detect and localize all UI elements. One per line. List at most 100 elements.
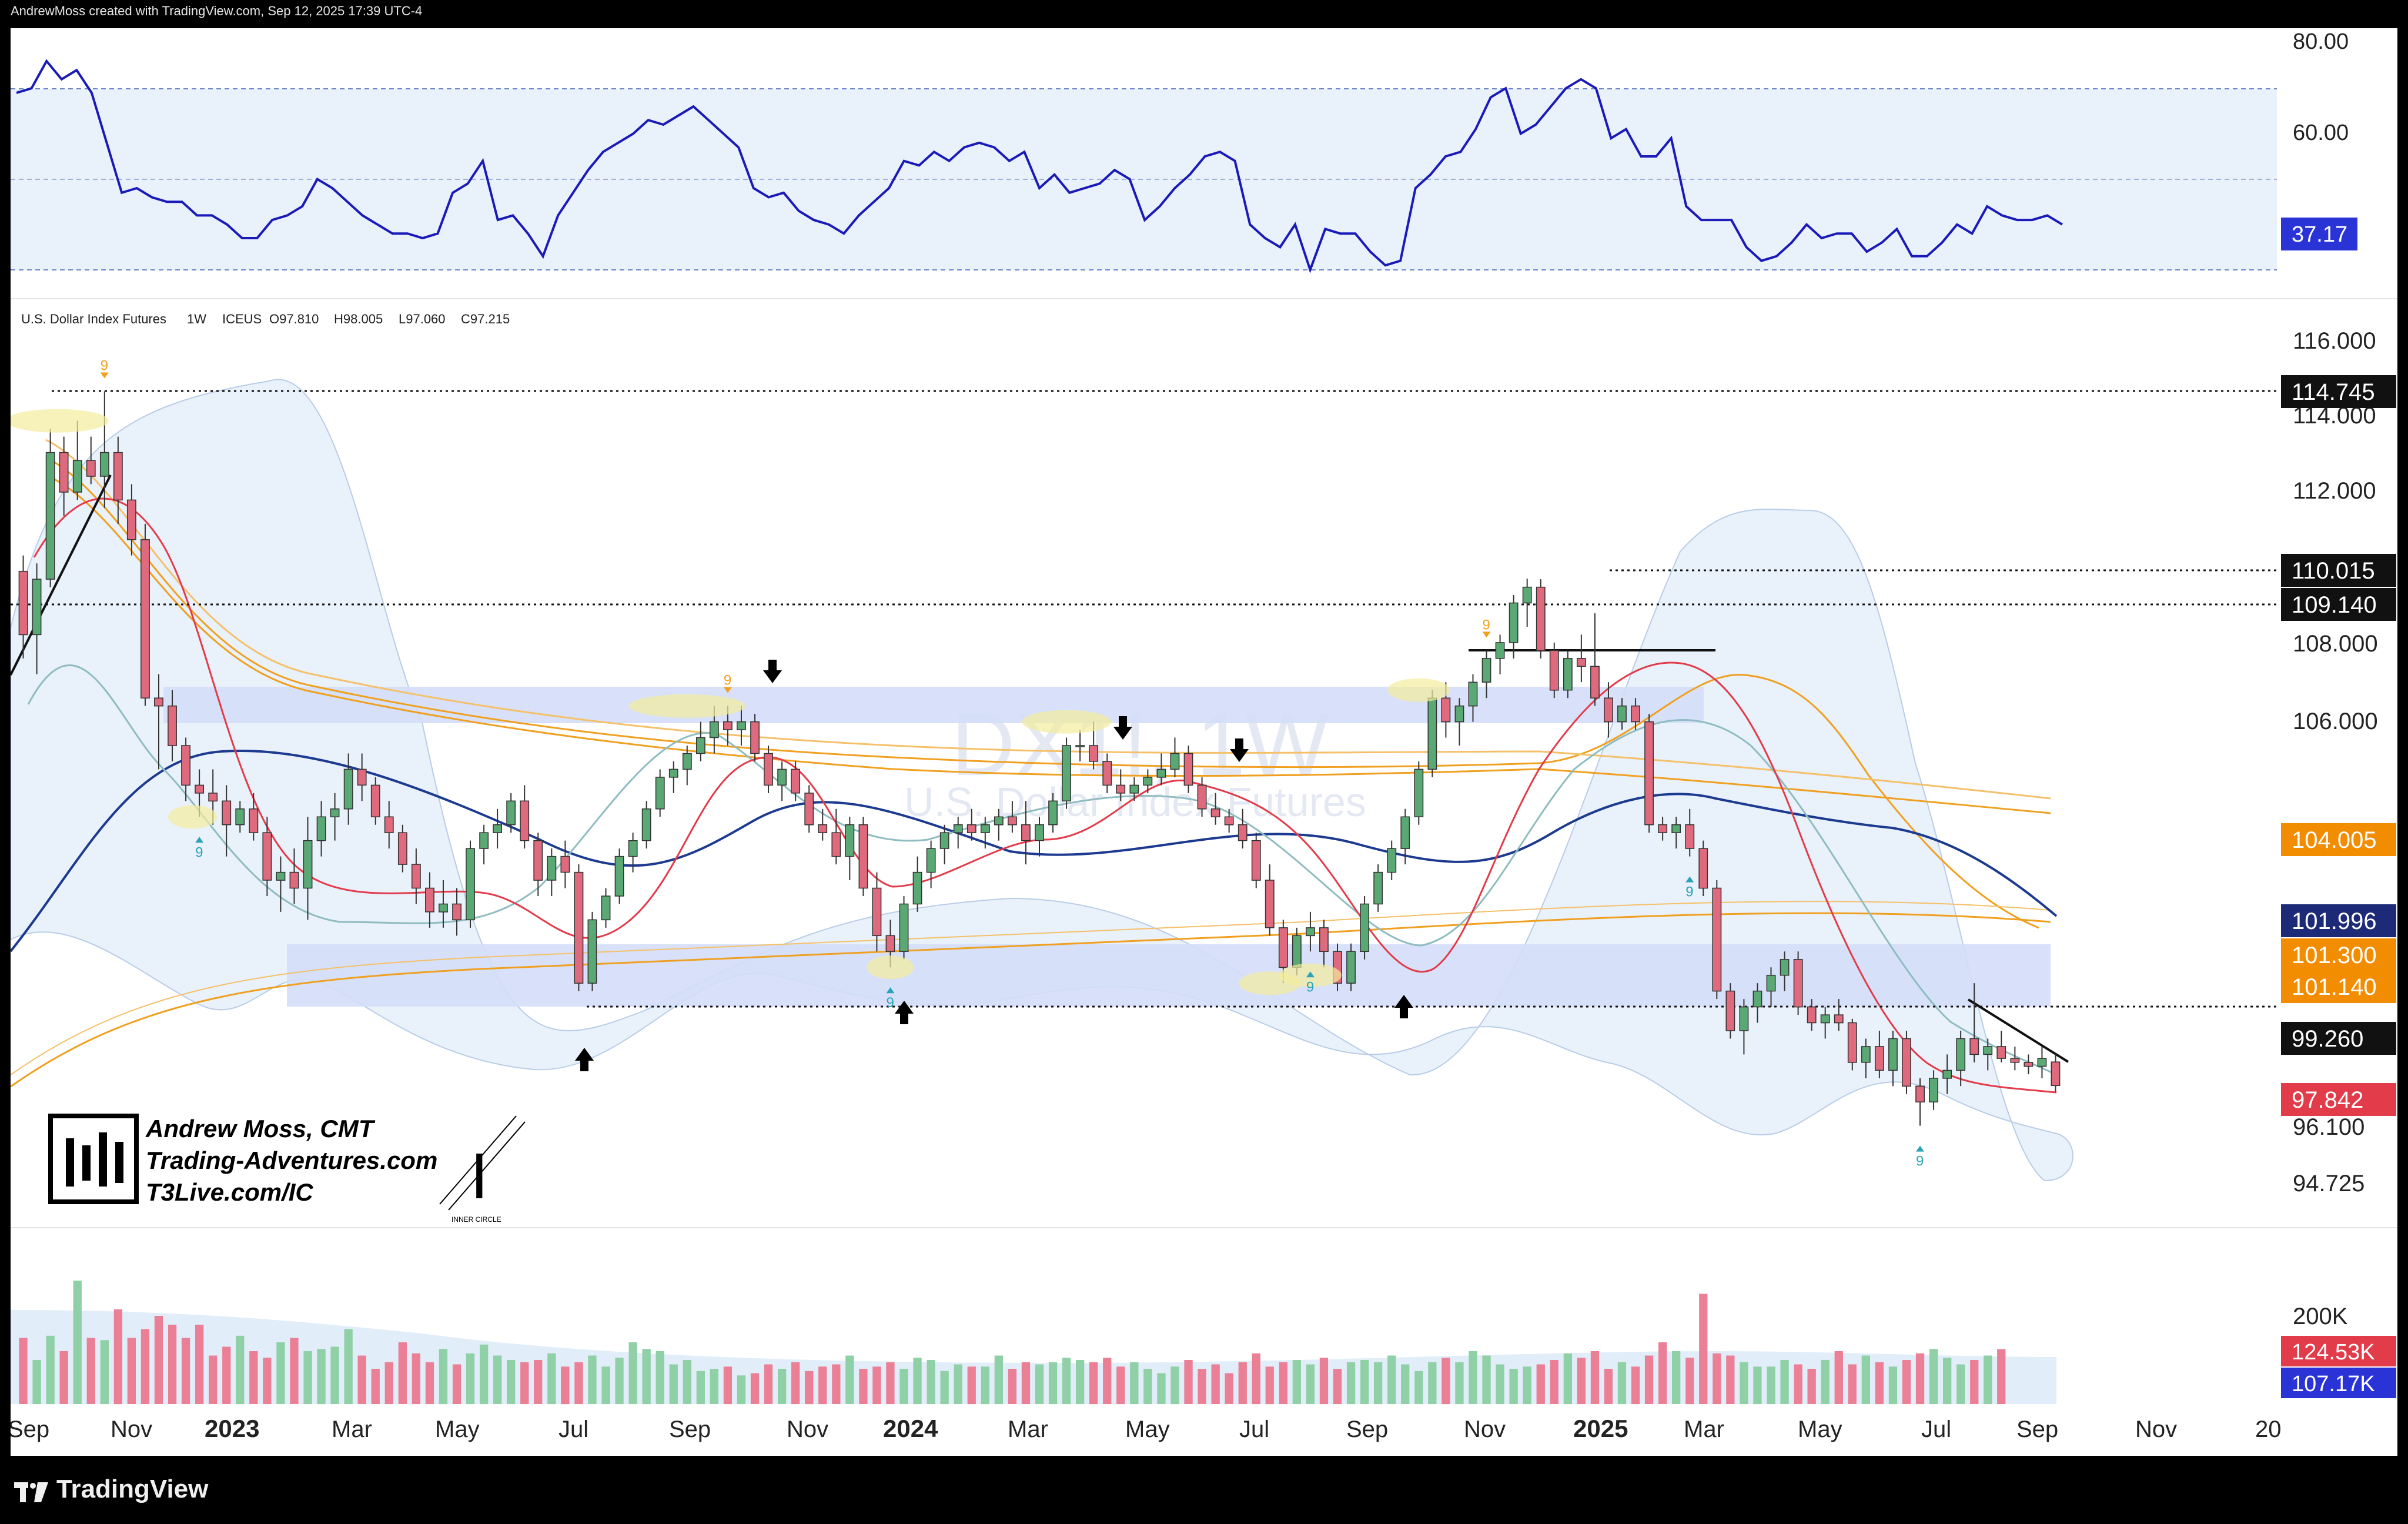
trendline-2022 — [11, 474, 112, 676]
trendline-2025 — [1967, 998, 2069, 1063]
candle-body — [86, 460, 96, 477]
candle-body — [628, 840, 638, 857]
volume-bar — [480, 1344, 489, 1405]
volume-bar — [46, 1335, 55, 1405]
volume-bar — [1672, 1351, 1681, 1404]
candle-body — [1915, 1085, 1925, 1102]
volume-bar — [1374, 1362, 1383, 1405]
volume-bar — [466, 1353, 475, 1405]
candle-body — [316, 816, 326, 841]
candle-body — [411, 864, 421, 889]
volume-bar — [737, 1375, 746, 1405]
volume-bar — [100, 1340, 109, 1405]
volume-bar — [1834, 1351, 1843, 1404]
seal-letter: I — [470, 1140, 489, 1212]
candle-body — [249, 808, 259, 833]
volume-bar — [1536, 1364, 1545, 1404]
candle-body — [1942, 1070, 1952, 1079]
volume-pane: 200K 124.53K 107.17K — [11, 1281, 2396, 1405]
volume-bar — [1198, 1369, 1206, 1404]
volume-bar — [1550, 1360, 1558, 1404]
candle-body — [1360, 903, 1370, 952]
chart-svg[interactable]: 80.00 60.00 37.17 DX1!, 1W U.S. Dollar I… — [11, 28, 2397, 1456]
highlights — [11, 409, 1450, 995]
candle-body — [574, 871, 584, 984]
ma-teal — [27, 664, 2057, 1076]
candle-body — [1075, 745, 1085, 747]
volume-bar — [872, 1366, 881, 1405]
highlight-ellipse — [168, 805, 218, 829]
price-axis: 116.000 114.000 112.000 108.000 106.000 … — [2281, 328, 2396, 1197]
volume-bar — [1130, 1362, 1139, 1405]
candle-body — [397, 832, 407, 865]
candle-body — [1983, 1046, 1993, 1055]
tradingview-footer[interactable]: TradingView — [14, 1475, 208, 1504]
candle-body — [1549, 650, 1559, 691]
volume-bar — [344, 1329, 353, 1404]
volume-bar — [276, 1342, 285, 1404]
volume-bar — [764, 1364, 773, 1404]
volume-bar — [1116, 1366, 1125, 1405]
candle-body — [1008, 816, 1017, 825]
volume-bar — [249, 1351, 258, 1404]
highlight-ellipse — [628, 694, 745, 718]
candle-body — [506, 800, 516, 825]
candle-body — [641, 808, 651, 841]
time-tick: 20 — [2255, 1416, 2282, 1442]
time-tick: Jul — [1239, 1416, 1269, 1442]
candle-body — [1495, 642, 1505, 659]
candle-body — [1685, 824, 1695, 849]
volume-bar — [1509, 1369, 1518, 1404]
candle-body — [1807, 1006, 1817, 1024]
buy-setup-triangle-icon — [195, 837, 204, 843]
chart-frame[interactable]: 80.00 60.00 37.17 DX1!, 1W U.S. Dollar I… — [11, 28, 2397, 1456]
price-badge-101140 — [2281, 970, 2396, 1003]
sequential-count-label: 9 — [1916, 1154, 1924, 1169]
candle-body — [1319, 927, 1329, 952]
volume-bar — [561, 1366, 570, 1405]
volume-bar — [1062, 1358, 1071, 1405]
candle-body — [614, 855, 624, 897]
down-arrow-icon — [1230, 738, 1249, 762]
rsi-pane: 80.00 60.00 37.17 — [11, 29, 2357, 274]
highlight-ellipse — [1022, 710, 1112, 734]
volume-bar — [1970, 1360, 1979, 1404]
candle-body — [1712, 887, 1722, 992]
candle-body — [141, 539, 150, 698]
arrow-marks — [575, 660, 1413, 1071]
volume-bar — [588, 1355, 597, 1404]
price-badge-101996 — [2281, 904, 2396, 937]
volume-bar — [1861, 1355, 1870, 1404]
candle-body — [181, 745, 190, 786]
candle-body — [750, 721, 760, 754]
down-arrow-icon — [1113, 716, 1132, 740]
ma-blue — [11, 750, 2058, 952]
candle-body — [1021, 824, 1031, 841]
time-tick: Mar — [332, 1416, 372, 1442]
candle-body — [1888, 1038, 1898, 1071]
candle-body — [2037, 1058, 2047, 1067]
time-tick: Nov — [111, 1416, 152, 1442]
volume-bar — [1170, 1366, 1179, 1405]
volume-bar — [1915, 1353, 1925, 1405]
candle-body — [370, 784, 380, 818]
volume-bar — [209, 1355, 218, 1404]
sequential-count-label: 9 — [1685, 884, 1693, 900]
price-tick: 106.000 — [2293, 708, 2378, 734]
time-tick: Sep — [11, 1416, 49, 1442]
candle-body — [695, 737, 705, 754]
volume-bar — [154, 1316, 163, 1404]
volume-bar — [1143, 1369, 1152, 1404]
ma-orange-fast — [45, 456, 2039, 929]
candle-body — [1671, 824, 1681, 833]
volume-bar — [1956, 1364, 1965, 1404]
candle-body — [1306, 927, 1315, 937]
candle-body — [1481, 658, 1491, 683]
volume-bar — [1807, 1369, 1816, 1404]
volume-bar — [1590, 1351, 1600, 1404]
candle-body — [357, 768, 367, 786]
candle-body — [1631, 705, 1640, 723]
volume-bar — [628, 1342, 637, 1404]
volume-label-ma: 107.17K — [2292, 1372, 2375, 1396]
volume-bar — [1821, 1360, 1830, 1404]
